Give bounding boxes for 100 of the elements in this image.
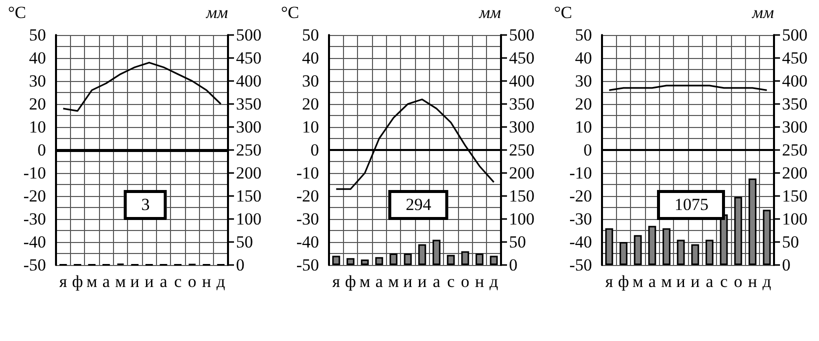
- y-tick-label: 30: [575, 72, 592, 90]
- x-tick-label: а: [375, 272, 384, 291]
- y-tick-label: -20: [23, 186, 46, 206]
- y2-tick-label: 0: [236, 256, 244, 274]
- y-tick-label: 50: [575, 26, 592, 44]
- y2-tick-label: 450: [509, 48, 534, 68]
- y-axis-title: °C: [554, 3, 572, 22]
- x-tick-label: и: [418, 272, 427, 291]
- y2-tick-label: 300: [236, 118, 262, 136]
- x-tick-label: а: [648, 272, 656, 291]
- bar: [332, 256, 340, 265]
- bar: [446, 254, 455, 265]
- bar: [490, 256, 498, 265]
- y-tick-label: -50: [23, 256, 46, 274]
- bar: [461, 251, 470, 265]
- x-tick-label: а: [432, 272, 441, 291]
- x-tick-label: с: [720, 272, 728, 291]
- y-tick-label: -50: [569, 256, 592, 274]
- y-tick-label: -50: [296, 256, 319, 274]
- y-tick-label: -10: [23, 164, 46, 182]
- bar: [662, 228, 670, 265]
- y-axis-title: °C: [281, 3, 300, 22]
- bar: [418, 244, 426, 265]
- line-series: [62, 62, 222, 112]
- y2-tick-label: 300: [509, 118, 534, 136]
- bar: [648, 226, 656, 265]
- annotation: 3: [124, 190, 167, 220]
- bar: [620, 242, 628, 265]
- y-tick-label: 10: [575, 118, 592, 136]
- y-tick-label: -40: [569, 232, 592, 252]
- x-tick-label: м: [661, 272, 672, 291]
- y2-tick-label: 450: [236, 48, 262, 68]
- y2-tick-label: 350: [236, 94, 262, 114]
- y2-tick-label: 50: [782, 232, 799, 252]
- x-tick-label: м: [388, 272, 400, 291]
- y-tick-label: 50: [302, 26, 319, 44]
- y2-tick-label: 0: [509, 256, 518, 274]
- y-tick-label: 10: [29, 118, 46, 136]
- annotation: 1075: [657, 190, 726, 220]
- y-tick-label: 30: [302, 72, 319, 90]
- x-tick-label: а: [706, 272, 714, 291]
- y2-tick-label: 0: [782, 256, 790, 274]
- y2-tick-label: 250: [782, 140, 808, 160]
- y-tick-label: -40: [23, 232, 46, 252]
- x-tick-label: м: [632, 272, 644, 291]
- x-tick-label: д: [490, 272, 499, 291]
- x-tick-label: ф: [344, 272, 356, 291]
- x-tick-label: с: [174, 272, 182, 291]
- y-tick-label: -10: [569, 164, 592, 182]
- y-axis-title: °C: [8, 3, 26, 22]
- bar: [346, 258, 354, 265]
- bar: [432, 240, 440, 265]
- bar: [476, 254, 484, 265]
- bar: [691, 244, 700, 265]
- y-tick-label: -30: [23, 210, 46, 228]
- x-tick-label: и: [144, 272, 154, 291]
- x-tick-label: и: [676, 272, 686, 291]
- y2-tick-label: 50: [236, 232, 253, 252]
- x-tick-label: и: [403, 272, 412, 291]
- y-tick-label: 0: [38, 140, 46, 160]
- y-tick-label: 20: [575, 94, 592, 114]
- y-tick-label: 40: [575, 48, 592, 68]
- y2-axis-title: мм: [205, 3, 228, 22]
- y-tick-label: 0: [584, 140, 592, 160]
- bar: [404, 254, 412, 265]
- bar: [634, 235, 642, 265]
- bar: [706, 240, 714, 265]
- bar: [390, 254, 398, 265]
- y2-tick-label: 500: [509, 26, 534, 44]
- y2-tick-label: 350: [509, 94, 534, 114]
- y2-tick-label: 450: [782, 48, 808, 68]
- y2-tick-label: 400: [236, 72, 262, 90]
- x-tick-label: о: [460, 272, 470, 291]
- y-tick-label: -30: [569, 210, 592, 228]
- y-tick-label: -20: [296, 186, 319, 206]
- x-tick-label: м: [86, 272, 98, 291]
- bar: [748, 178, 756, 265]
- x-tick-label: и: [130, 272, 140, 291]
- y-tick-label: 50: [29, 26, 46, 44]
- y-tick-label: 20: [29, 94, 46, 114]
- y-tick-label: 30: [29, 72, 46, 90]
- bar: [734, 196, 742, 265]
- x-tick-label: д: [762, 272, 772, 291]
- y2-tick-label: 50: [509, 232, 526, 252]
- y2-tick-label: 100: [509, 210, 534, 228]
- x-tick-label: я: [605, 272, 614, 291]
- x-tick-label: о: [734, 272, 742, 291]
- x-tick-label: м: [115, 272, 126, 291]
- x-tick-label: н: [474, 272, 484, 291]
- y2-tick-label: 500: [236, 26, 262, 44]
- y-tick-label: 0: [310, 140, 319, 160]
- annotation: 294: [388, 190, 448, 220]
- y2-tick-label: 200: [509, 164, 534, 182]
- y-tick-label: 20: [302, 94, 319, 114]
- x-tick-label: д: [216, 272, 226, 291]
- y2-axis-title: мм: [751, 3, 774, 22]
- x-tick-label: о: [188, 272, 196, 291]
- y2-tick-label: 250: [236, 140, 262, 160]
- y2-tick-label: 350: [782, 94, 808, 114]
- x-tick-label: я: [59, 272, 68, 291]
